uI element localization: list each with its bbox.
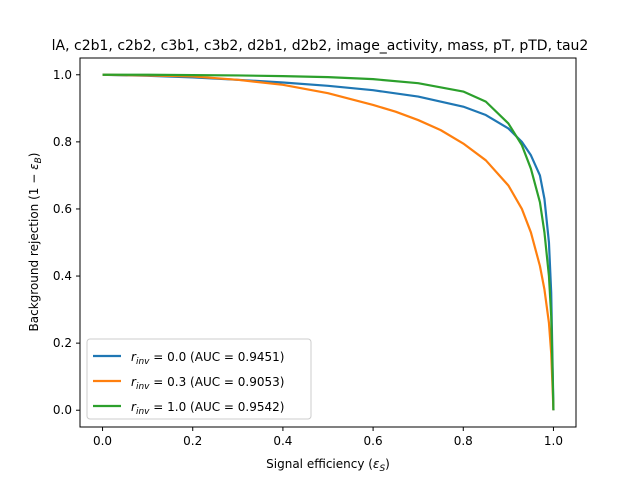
legend-entry-1: rinv = 0.3 (AUC = 0.9053) [131,375,284,392]
legend-entry-2: rinv = 1.0 (AUC = 0.9542) [131,400,284,417]
y-tick-label: 1.0 [53,68,72,82]
y-tick-label: 0.2 [53,336,72,350]
y-axis-label: Background rejection (1 − εB) [27,153,44,332]
roc-curve-1 [102,73,555,411]
y-tick-label: 0.8 [53,135,72,149]
y-tick-label: 0.4 [53,269,72,283]
x-axis-label: Signal efficiency (εS) [266,457,390,474]
x-tick-label: 0.4 [273,434,292,448]
legend-entry-0: rinv = 0.0 (AUC = 0.9451) [131,350,284,367]
x-tick-label: 0.6 [364,434,383,448]
legend: rinv = 0.0 (AUC = 0.9451) rinv = 0.3 (AUC… [86,338,312,420]
x-tick-label: 0.0 [93,434,112,448]
x-axis-ticks: 0.0 0.2 0.4 0.6 0.8 1.0 [93,427,563,448]
y-tick-label: 0.6 [53,202,72,216]
chart-title: lA, c2b1, c2b2, c3b1, c3b2, d2b1, d2b2, … [52,38,589,54]
x-tick-label: 0.8 [454,434,473,448]
roc-curves [102,73,555,411]
y-axis-ticks: 0.0 0.2 0.4 0.6 0.8 1.0 [53,68,80,417]
legend-box [86,338,312,420]
x-tick-label: 0.2 [183,434,202,448]
y-tick-label: 0.0 [53,403,72,417]
roc-curve-2 [102,73,555,411]
axes-frame [79,57,577,428]
x-tick-label: 1.0 [544,434,563,448]
